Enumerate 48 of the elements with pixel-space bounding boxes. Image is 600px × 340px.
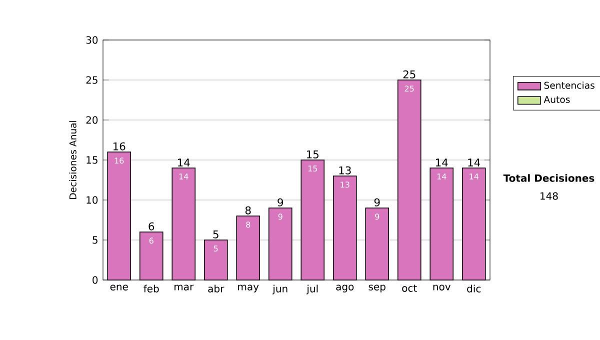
data-label: 5 — [214, 246, 218, 252]
x-tick-label: nov — [433, 284, 451, 290]
text: 148 — [540, 192, 558, 200]
total-label: 15 — [307, 150, 318, 158]
x-tick-label: ene — [110, 284, 128, 290]
total-label: 14 — [436, 158, 448, 166]
data-label: 14 — [437, 174, 446, 180]
y-tick-label: 25 — [86, 76, 98, 84]
y-tick-label: 5 — [92, 236, 98, 244]
data-label: 15 — [308, 166, 318, 172]
x-tick-label: mar — [174, 284, 194, 290]
text: Total Decisiones — [503, 174, 594, 182]
data-label: 9 — [278, 214, 282, 220]
y-axis-title: Decisiones Anual — [69, 120, 76, 199]
y-tick-label: 20 — [86, 116, 98, 124]
total-label: 14 — [178, 158, 190, 166]
x-tick-label: oct — [402, 284, 417, 292]
data-label: 13 — [340, 182, 350, 188]
legend-label: Autos — [544, 96, 570, 103]
x-tick-label: jul — [306, 284, 318, 294]
x-tick-label: jun — [272, 284, 288, 294]
total-label: 16 — [114, 142, 126, 150]
total-label: 9 — [278, 198, 284, 206]
x-tick-label: dic — [467, 284, 481, 292]
y-tick-label: 0 — [92, 276, 98, 284]
data-label: 14 — [470, 174, 479, 180]
total-label: 8 — [245, 206, 251, 214]
data-label: 9 — [375, 214, 380, 220]
total-label: 14 — [468, 158, 480, 166]
total-label: 9 — [374, 198, 380, 206]
total-label: 25 — [403, 70, 416, 78]
data-label: 25 — [404, 86, 414, 92]
data-label: 16 — [114, 158, 124, 164]
y-tick-label: 30 — [86, 36, 98, 44]
data-label: 14 — [179, 174, 188, 180]
x-tick-label: feb — [144, 284, 159, 292]
x-tick-label: ago — [336, 284, 354, 292]
data-label: 8 — [246, 222, 250, 228]
y-tick-label: 15 — [86, 156, 98, 164]
x-tick-label: may — [238, 284, 259, 292]
total-label: 6 — [148, 222, 154, 230]
y-tick-label: 10 — [86, 196, 98, 204]
x-tick-label: abr — [208, 284, 224, 292]
total-label: 13 — [339, 166, 351, 174]
legend-label: Sentencias — [544, 82, 594, 89]
data-label: 6 — [149, 238, 154, 244]
total-label: 5 — [213, 230, 218, 238]
x-tick-label: sep — [368, 284, 386, 292]
